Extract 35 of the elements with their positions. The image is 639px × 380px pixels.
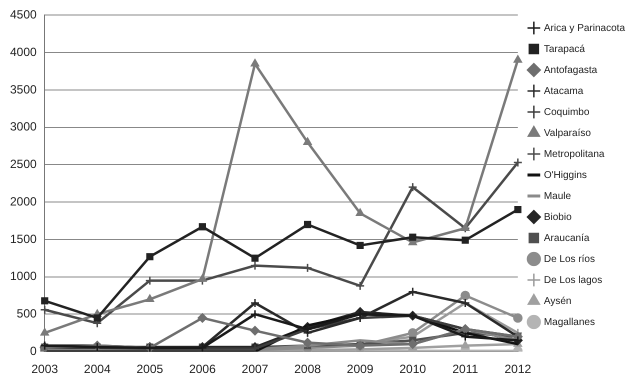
legend-label: O'Higgins	[544, 170, 587, 181]
x-tick-label: 2009	[346, 362, 374, 376]
x-tick-label: 2006	[189, 362, 216, 376]
y-tick-label: 4500	[10, 8, 38, 22]
x-tick-label: 2007	[242, 362, 269, 376]
y-tick-label: 3000	[10, 120, 38, 134]
x-tick-label: 2008	[294, 362, 322, 376]
legend-label: Antofagasta	[544, 64, 598, 76]
y-tick-label: 1000	[10, 269, 38, 284]
x-tick-label: 2010	[399, 362, 426, 376]
y-tick-label: 500	[16, 306, 38, 321]
legend-label: Valparaíso	[544, 128, 592, 139]
y-tick-label: 0	[30, 344, 38, 358]
legend-label: Biobio	[544, 212, 572, 223]
legend-label: Maule	[544, 190, 572, 202]
y-tick-label: 4000	[10, 44, 38, 59]
x-tick-label: 2005	[136, 362, 164, 376]
x-tick-label: 2004	[84, 362, 111, 376]
x-tick-label: 2011	[452, 362, 479, 376]
legend-label: De Los ríos	[544, 254, 595, 265]
legend-label: Magallanes	[544, 316, 596, 328]
legend-label: De Los lagos	[544, 274, 602, 286]
legend-label: Araucanía	[544, 232, 590, 244]
legend-label: Coquimbo	[544, 106, 590, 118]
x-tick-label: 2012	[504, 362, 532, 376]
y-tick-label: 1500	[10, 232, 38, 246]
legend-label: Atacama	[544, 86, 584, 97]
y-tick-label: 2500	[10, 157, 38, 172]
y-tick-label: 2000	[10, 194, 38, 208]
legend-label: Metropolitana	[544, 148, 605, 160]
legend-label: Aysén	[544, 296, 572, 307]
x-tick-label: 2003	[31, 362, 58, 376]
legend-label: Arica y Parinacota	[544, 22, 626, 34]
legend-label: Tarapacá	[544, 44, 586, 55]
y-tick-label: 3500	[10, 82, 38, 96]
